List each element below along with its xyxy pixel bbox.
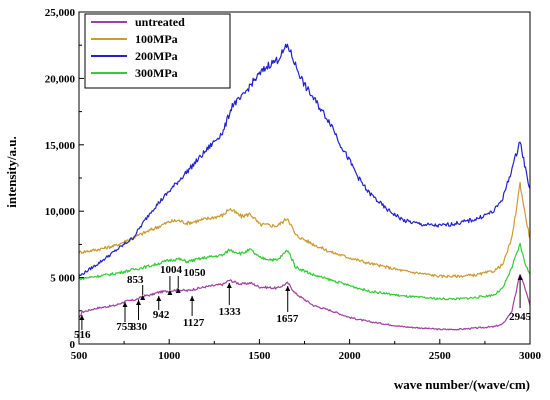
- series-lines: [78, 43, 531, 331]
- peak-arrowhead-516: [79, 315, 85, 320]
- series-line-untreated: [78, 274, 531, 331]
- peak-arrowhead-1004: [167, 290, 173, 295]
- x-tick-label: 1500: [248, 350, 271, 362]
- series-line-300mpa: [78, 242, 531, 301]
- y-tick-label: 15,000: [45, 140, 76, 152]
- peak-arrowhead-942: [156, 296, 162, 301]
- y-tick-label: 20,000: [45, 73, 76, 85]
- y-axis-title: intensity/a.u.: [4, 136, 19, 208]
- legend-label-untreated: untreated: [135, 15, 185, 29]
- peak-label-755: 755: [116, 321, 133, 333]
- peak-arrowhead-830: [136, 300, 142, 305]
- y-tick-label: 25,000: [45, 7, 76, 19]
- y-tick-label: 10,000: [45, 206, 76, 218]
- x-tick-label: 3000: [519, 350, 542, 362]
- y-tick-label: 5 000: [50, 273, 75, 285]
- series-line-200mpa: [78, 43, 531, 277]
- legend-label-200mpa: 200MPa: [135, 49, 178, 63]
- legend-box: [84, 13, 231, 89]
- series-line-100mpa: [78, 181, 531, 279]
- y-tick-label: 0: [70, 339, 76, 351]
- peak-label-1657: 1657: [276, 313, 299, 325]
- x-axis-title: wave number/(wave/cm): [394, 377, 530, 392]
- peak-arrowhead-1050: [175, 288, 181, 293]
- legend-label-100mpa: 100MPa: [135, 32, 178, 46]
- peak-label-516: 516: [74, 329, 91, 341]
- peak-arrowhead-1127: [189, 296, 195, 301]
- legend: untreated 100MPa 200MPa 300MPa: [84, 13, 231, 89]
- x-tick-label: 1000: [158, 350, 181, 362]
- x-tick-label: 500: [71, 350, 88, 362]
- peak-label-1050: 1050: [183, 267, 206, 279]
- peak-label-1004: 1004: [160, 264, 183, 276]
- peak-label-853: 853: [127, 274, 144, 286]
- peak-arrowhead-1657: [285, 286, 291, 291]
- peak-arrowhead-1333: [226, 283, 232, 288]
- peak-label-2945: 2945: [509, 311, 532, 323]
- x-tick-label: 2500: [429, 350, 452, 362]
- peak-arrowhead-2945: [517, 275, 523, 280]
- peak-label-1127: 1127: [183, 317, 205, 329]
- peak-label-942: 942: [153, 309, 170, 321]
- axes: 500 1000 1500 2000 2500 3000 0 5 000 10,000 15,00…: [45, 7, 542, 362]
- legend-label-300mpa: 300MPa: [135, 66, 178, 80]
- x-tick-label: 2000: [339, 350, 362, 362]
- peak-label-830: 830: [131, 321, 148, 333]
- peak-label-1333: 1333: [219, 306, 242, 318]
- peak-arrowhead-853: [140, 295, 146, 300]
- peak-arrowhead-755: [122, 302, 128, 307]
